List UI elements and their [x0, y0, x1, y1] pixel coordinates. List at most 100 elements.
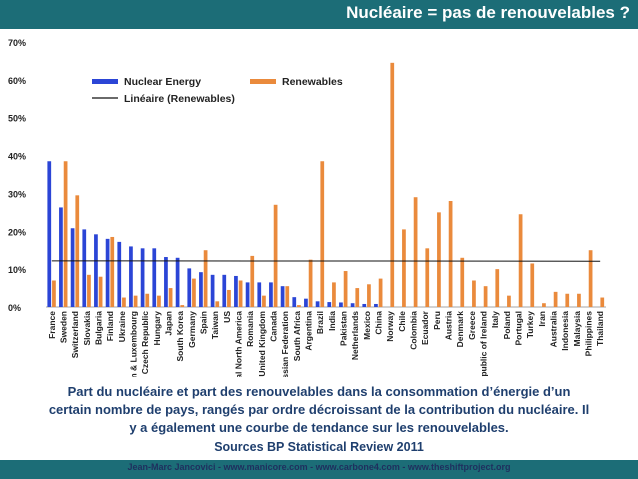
bar-renewables — [472, 280, 476, 307]
x-tick-label: South Africa — [292, 311, 302, 361]
bar-renewables — [203, 250, 208, 307]
x-tick-label: Australia — [549, 311, 559, 348]
bar-nuclear — [59, 207, 63, 307]
bar-renewables — [192, 278, 196, 307]
bar-nuclear — [164, 257, 168, 307]
bar-renewables — [332, 282, 336, 307]
bar-nuclear — [222, 274, 227, 307]
x-tick-label: Sweden — [59, 311, 69, 343]
x-tick-label: Canada — [269, 311, 279, 342]
bar-renewables — [250, 255, 255, 307]
bar-nuclear — [82, 229, 87, 307]
bar-renewables — [343, 271, 348, 307]
bar-nuclear — [245, 282, 250, 307]
x-tick-label: Mexico — [362, 311, 372, 340]
y-tick-label: 0% — [8, 303, 21, 313]
x-tick-label: Bulgaria — [94, 311, 104, 345]
chart-caption: Part du nucléaire et part des renouvelab… — [0, 383, 638, 437]
bar-renewables — [518, 214, 523, 307]
x-tick-label: Romania — [245, 311, 255, 347]
bar-nuclear — [152, 248, 157, 307]
x-tick-label: Thailand — [595, 311, 605, 346]
bar-renewables — [157, 295, 161, 307]
x-tick-label: Netherlands — [350, 311, 360, 360]
x-tick-label: Total North America — [234, 311, 244, 377]
legend-swatch-renewables — [250, 79, 276, 84]
source-note: Sources BP Statistical Review 2011 — [214, 440, 424, 454]
x-tick-label: United Kingdom — [257, 311, 267, 377]
page-title: Nucléaire = pas de renouvelables ? — [346, 3, 630, 22]
bar-nuclear — [210, 274, 215, 307]
y-tick-label: 50% — [8, 114, 26, 124]
bar-renewables — [378, 278, 383, 307]
x-tick-label: Argentina — [304, 311, 314, 351]
bar-nuclear — [140, 248, 145, 307]
bar-renewables — [98, 276, 103, 307]
bar-renewables — [215, 301, 220, 307]
bar-renewables — [460, 257, 465, 307]
bar-nuclear — [315, 301, 320, 307]
x-tick-label: Philippines — [584, 311, 594, 357]
bar-renewables — [320, 161, 325, 307]
bar-renewables — [507, 295, 511, 307]
bar-renewables — [52, 280, 56, 307]
x-tick-label: Ukraine — [117, 311, 127, 342]
bar-renewables — [437, 212, 441, 307]
bar-renewables — [425, 248, 430, 307]
bar-nuclear — [234, 275, 238, 307]
bar-renewables — [390, 62, 395, 308]
bar-nuclear — [47, 161, 52, 307]
bar-nuclear — [70, 228, 75, 307]
bar-nuclear — [362, 303, 367, 307]
bar-nuclear — [105, 238, 110, 307]
bar-renewables — [285, 286, 290, 307]
bar-renewables — [553, 291, 558, 307]
x-tick-label: Chile — [397, 311, 407, 332]
bar-renewables — [413, 197, 418, 307]
x-tick-label: Norway — [385, 311, 395, 342]
bar-renewables — [168, 288, 173, 307]
legend-label-trend: Linéaire (Renewables) — [124, 93, 235, 105]
caption-line-1: Part du nucléaire et part des renouvelab… — [67, 384, 571, 399]
caption-line-2: certain nombre de pays, rangés par ordre… — [48, 402, 590, 417]
bar-renewables — [133, 295, 138, 307]
bar-renewables — [75, 195, 80, 307]
x-tick-label: Japan — [164, 311, 174, 336]
legend-label-nuclear: Nuclear Energy — [124, 76, 201, 88]
bar-renewables — [565, 293, 570, 307]
bar-nuclear — [129, 246, 133, 307]
x-tick-label: Czech Republic — [140, 311, 150, 375]
bar-nuclear — [327, 302, 332, 307]
x-tick-label: South Korea — [175, 311, 185, 362]
bar-nuclear — [187, 268, 192, 307]
x-tick-label: Hungary — [152, 311, 162, 346]
x-tick-label: Finland — [105, 311, 115, 341]
bar-renewables — [577, 293, 581, 307]
bar-nuclear — [292, 297, 297, 307]
bar-renewables — [297, 305, 301, 307]
x-tick-label: Indonesia — [560, 311, 570, 351]
bar-renewables — [308, 259, 313, 307]
bar-renewables — [180, 305, 185, 307]
x-tick-label: Spain — [199, 311, 209, 334]
x-tick-label: Pakistan — [339, 311, 349, 346]
x-tick-label: Peru — [432, 311, 442, 330]
bar-nuclear — [117, 241, 122, 307]
bar-renewables — [495, 269, 500, 307]
caption-line-3: y a également une courbe de tendance sur… — [129, 420, 509, 435]
x-tick-label: Greece — [467, 311, 477, 340]
bar-nuclear — [175, 257, 180, 307]
bar-renewables — [600, 297, 605, 307]
x-tick-label: Colombia — [409, 311, 419, 350]
bar-nuclear — [339, 302, 343, 307]
bar-nuclear — [94, 234, 98, 307]
bar-renewables — [110, 236, 115, 307]
bar-renewables — [448, 201, 453, 307]
bar-renewables — [145, 293, 150, 307]
x-tick-label: Austria — [444, 311, 454, 341]
bar-renewables — [483, 286, 488, 307]
y-tick-label: 70% — [8, 38, 26, 48]
bar-renewables — [588, 250, 593, 307]
bar-chart: 0% 10% 20% 30% 40% 50% 60% 70% France Sweden Switz… — [8, 38, 606, 377]
x-tick-label: Poland — [502, 311, 512, 339]
